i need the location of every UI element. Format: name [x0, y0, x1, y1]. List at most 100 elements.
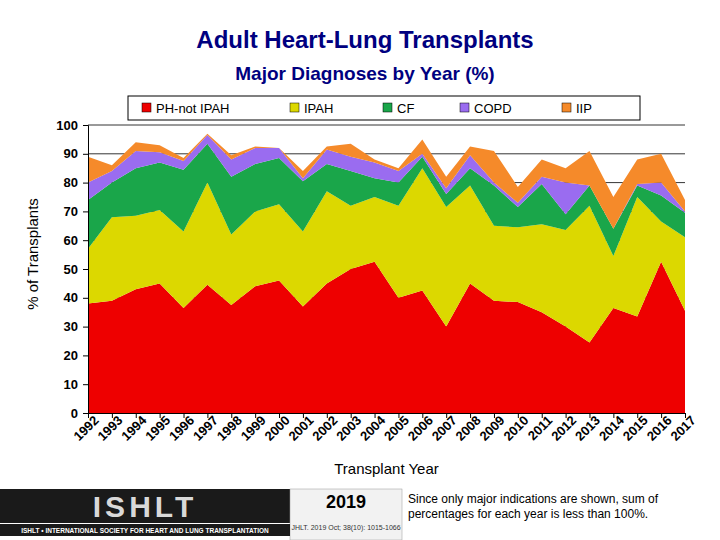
x-axis-title: Transplant Year: [334, 460, 439, 477]
tick: 2007: [429, 413, 460, 444]
logo-text: ISHLT: [93, 490, 197, 523]
tick-label: 2009: [477, 413, 508, 444]
citation: JHLT. 2019 Oct; 38(10): 1015-1066: [291, 524, 400, 532]
tick: 2017: [668, 413, 699, 444]
tick-mark: [83, 269, 88, 270]
tick: 2002: [309, 413, 340, 444]
tick-label: 1996: [166, 413, 197, 444]
tick-label: 2007: [429, 413, 460, 444]
tick-label: 2017: [668, 413, 699, 444]
legend: PH-not IPAHIPAHCFCOPDIIP: [128, 96, 640, 120]
tick: 1997: [190, 413, 221, 444]
tick-label: 2010: [500, 413, 531, 444]
tick-label: 90: [64, 146, 78, 161]
tick: 50: [64, 262, 88, 277]
tick: 40: [64, 290, 88, 305]
tick-label: 40: [64, 290, 78, 305]
tick-label: 1992: [71, 413, 102, 444]
tick: 10: [64, 377, 88, 392]
tick-mark: [83, 154, 88, 155]
x-axis: 1992199319941995199619971998199920002001…: [71, 412, 699, 444]
chart: Adult Heart-Lung Transplants Major Diagno…: [0, 0, 720, 540]
citation-box: [290, 489, 402, 540]
legend-swatch: [383, 103, 392, 112]
tick: 2008: [453, 413, 484, 444]
tick-label: 2008: [453, 413, 484, 444]
tick-label: 2015: [620, 413, 651, 444]
tick-label: 60: [64, 233, 78, 248]
legend-swatch: [460, 103, 469, 112]
tick: 2004: [357, 412, 389, 444]
tick: 2011: [525, 413, 556, 444]
tick-label: 50: [64, 262, 78, 277]
tick-label: 100: [56, 118, 78, 133]
tick: 2005: [381, 413, 412, 444]
tick: 2015: [620, 413, 651, 444]
tick: 2001: [285, 413, 316, 444]
tick-label: 2001: [285, 413, 316, 444]
tick-label: 2006: [405, 413, 436, 444]
tick-label: 1995: [142, 413, 173, 444]
tick: 2016: [644, 413, 675, 444]
tick: 1993: [94, 413, 125, 444]
tick-label: 30: [64, 319, 78, 334]
tick: 2014: [596, 412, 628, 444]
legend-box: [128, 96, 640, 120]
footer: ISHLT ISHLT • INTERNATIONAL SOCIETY FOR H…: [0, 489, 402, 540]
tick: 2012: [548, 413, 579, 444]
tick-label: 2003: [333, 413, 364, 444]
tick: 2000: [262, 413, 293, 444]
logo-subtext: ISHLT • INTERNATIONAL SOCIETY FOR HEART …: [21, 527, 269, 534]
tick: 2010: [500, 413, 531, 444]
tick: 1994: [118, 412, 150, 444]
tick-label: 1997: [190, 413, 221, 444]
year-label: 2019: [326, 492, 366, 512]
tick: 70: [64, 204, 88, 219]
areas: [88, 134, 685, 413]
legend-label: COPD: [474, 101, 512, 116]
tick-label: 2013: [572, 413, 603, 444]
legend-label: IPAH: [304, 101, 333, 116]
axis-line: [83, 126, 89, 414]
tick-mark: [83, 298, 88, 299]
legend-swatch: [562, 103, 571, 112]
note: Since only major indications are shown, …: [408, 492, 708, 522]
legend-swatch: [142, 103, 151, 112]
tick: 80: [64, 175, 88, 190]
subtitle: Major Diagnoses by Year (%): [235, 63, 494, 84]
tick: 60: [64, 233, 88, 248]
tick: 2009: [477, 413, 508, 444]
tick-label: 2005: [381, 413, 412, 444]
tick-mark: [83, 240, 88, 241]
tick: 1998: [214, 413, 245, 444]
legend-swatch: [290, 103, 299, 112]
tick-label: 2011: [525, 413, 556, 444]
grid-line: [88, 153, 685, 154]
tick: 90: [64, 146, 88, 161]
tick-label: 10: [64, 377, 78, 392]
tick-label: 1998: [214, 413, 245, 444]
tick: 1995: [142, 413, 173, 444]
tick-mark: [83, 413, 88, 414]
legend-label: IIP: [576, 101, 592, 116]
tick-label: 2000: [262, 413, 293, 444]
tick-label: 2012: [548, 413, 579, 444]
tick: 2013: [572, 413, 603, 444]
logo-band: [0, 524, 290, 536]
tick: 2006: [405, 413, 436, 444]
tick-label: 2016: [644, 413, 675, 444]
tick-mark: [83, 384, 88, 385]
title: Adult Heart-Lung Transplants: [196, 26, 533, 53]
tick: 30: [64, 319, 88, 334]
tick-label: 2014: [596, 412, 628, 444]
logo-box: [0, 489, 290, 523]
y-axis: 0102030405060708090100: [56, 118, 88, 421]
tick-label: 2002: [309, 413, 340, 444]
y-axis-title: % of Transplants: [24, 198, 41, 310]
grid: [88, 125, 685, 413]
tick-label: 0: [71, 406, 78, 421]
tick-mark: [83, 211, 88, 212]
area: [88, 134, 685, 229]
legend-label: CF: [397, 101, 414, 116]
tick-mark: [83, 327, 88, 328]
